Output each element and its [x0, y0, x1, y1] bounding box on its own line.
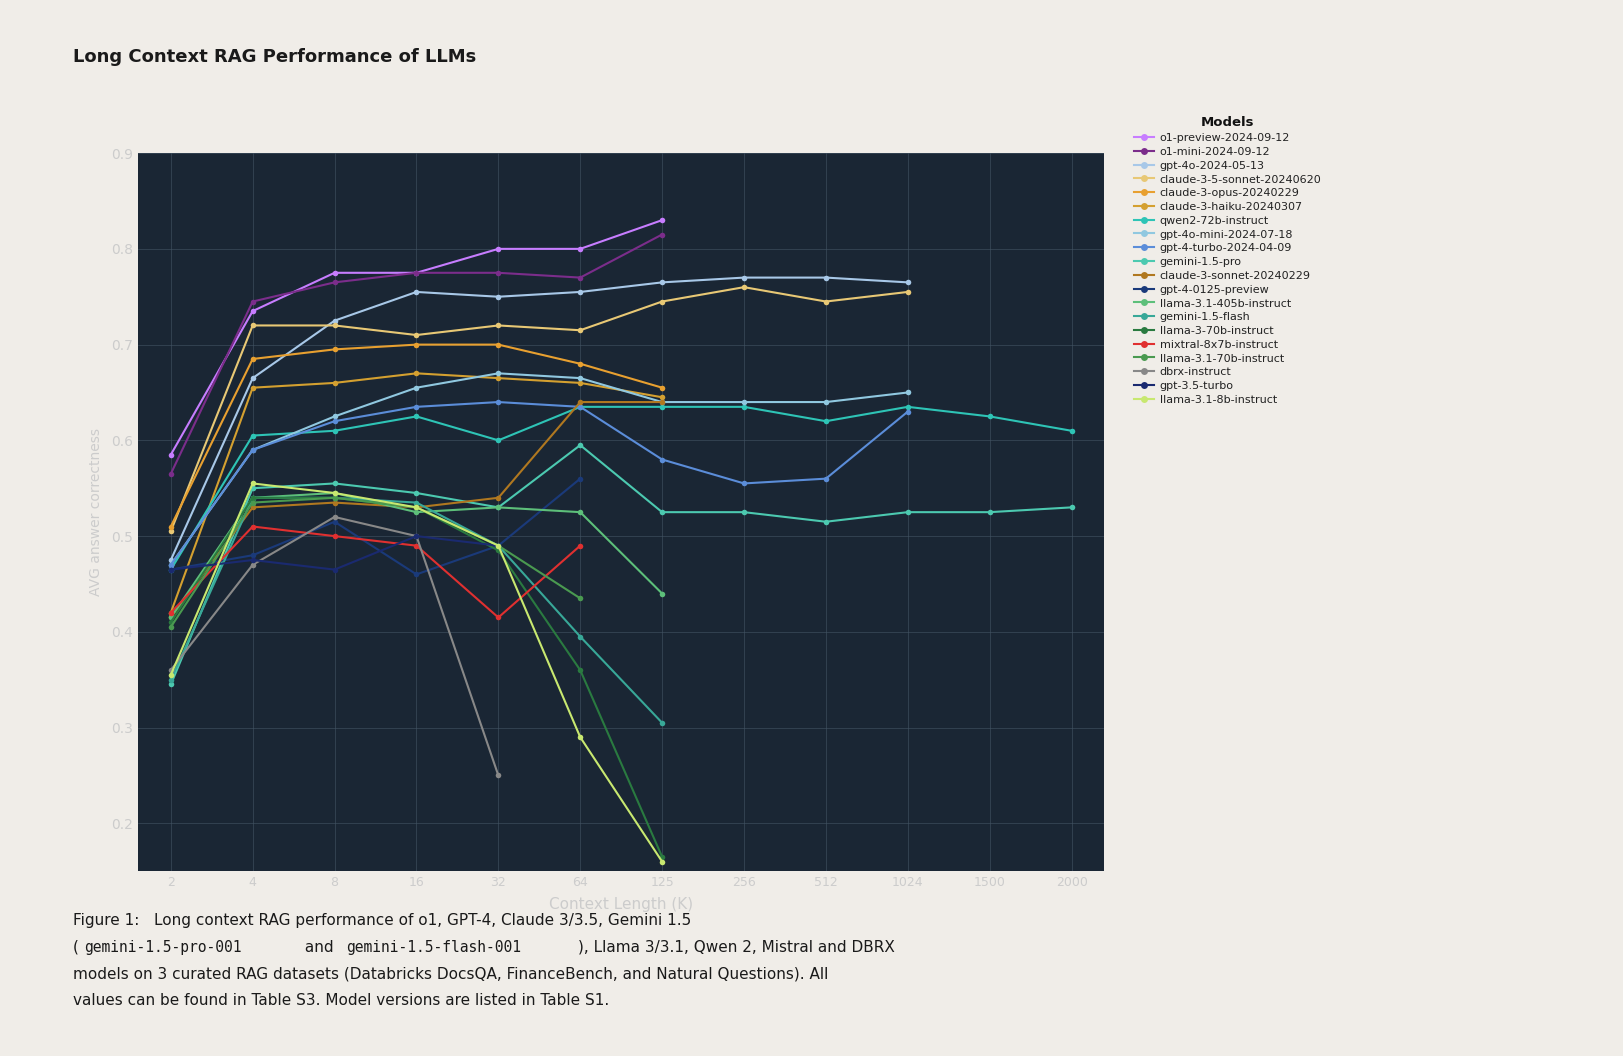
Legend: o1-preview-2024-09-12, o1-mini-2024-09-12, gpt-4o-2024-05-13, claude-3-5-sonnet-: o1-preview-2024-09-12, o1-mini-2024-09-1… [1133, 116, 1321, 406]
Text: Long Context RAG Performance of LLMs: Long Context RAG Performance of LLMs [73, 48, 476, 65]
Text: and: and [300, 940, 339, 955]
Text: models on 3 curated RAG datasets (Databricks DocsQA, FinanceBench, and Natural Q: models on 3 curated RAG datasets (Databr… [73, 966, 828, 981]
Text: (: ( [73, 940, 80, 955]
Y-axis label: AVG answer correctness: AVG answer correctness [89, 428, 102, 597]
Text: values can be found in Table S3. Model versions are listed in Table S1.: values can be found in Table S3. Model v… [73, 993, 609, 1007]
Text: gemini-1.5-pro-001: gemini-1.5-pro-001 [84, 940, 242, 955]
X-axis label: Context Length (K): Context Length (K) [549, 898, 693, 912]
Text: ), Llama 3/3.1, Qwen 2, Mistral and DBRX: ), Llama 3/3.1, Qwen 2, Mistral and DBRX [578, 940, 894, 955]
Text: gemini-1.5-flash-001: gemini-1.5-flash-001 [346, 940, 521, 955]
Text: Figure 1:   Long context RAG performance of o1, GPT-4, Claude 3/3.5, Gemini 1.5: Figure 1: Long context RAG performance o… [73, 913, 691, 928]
